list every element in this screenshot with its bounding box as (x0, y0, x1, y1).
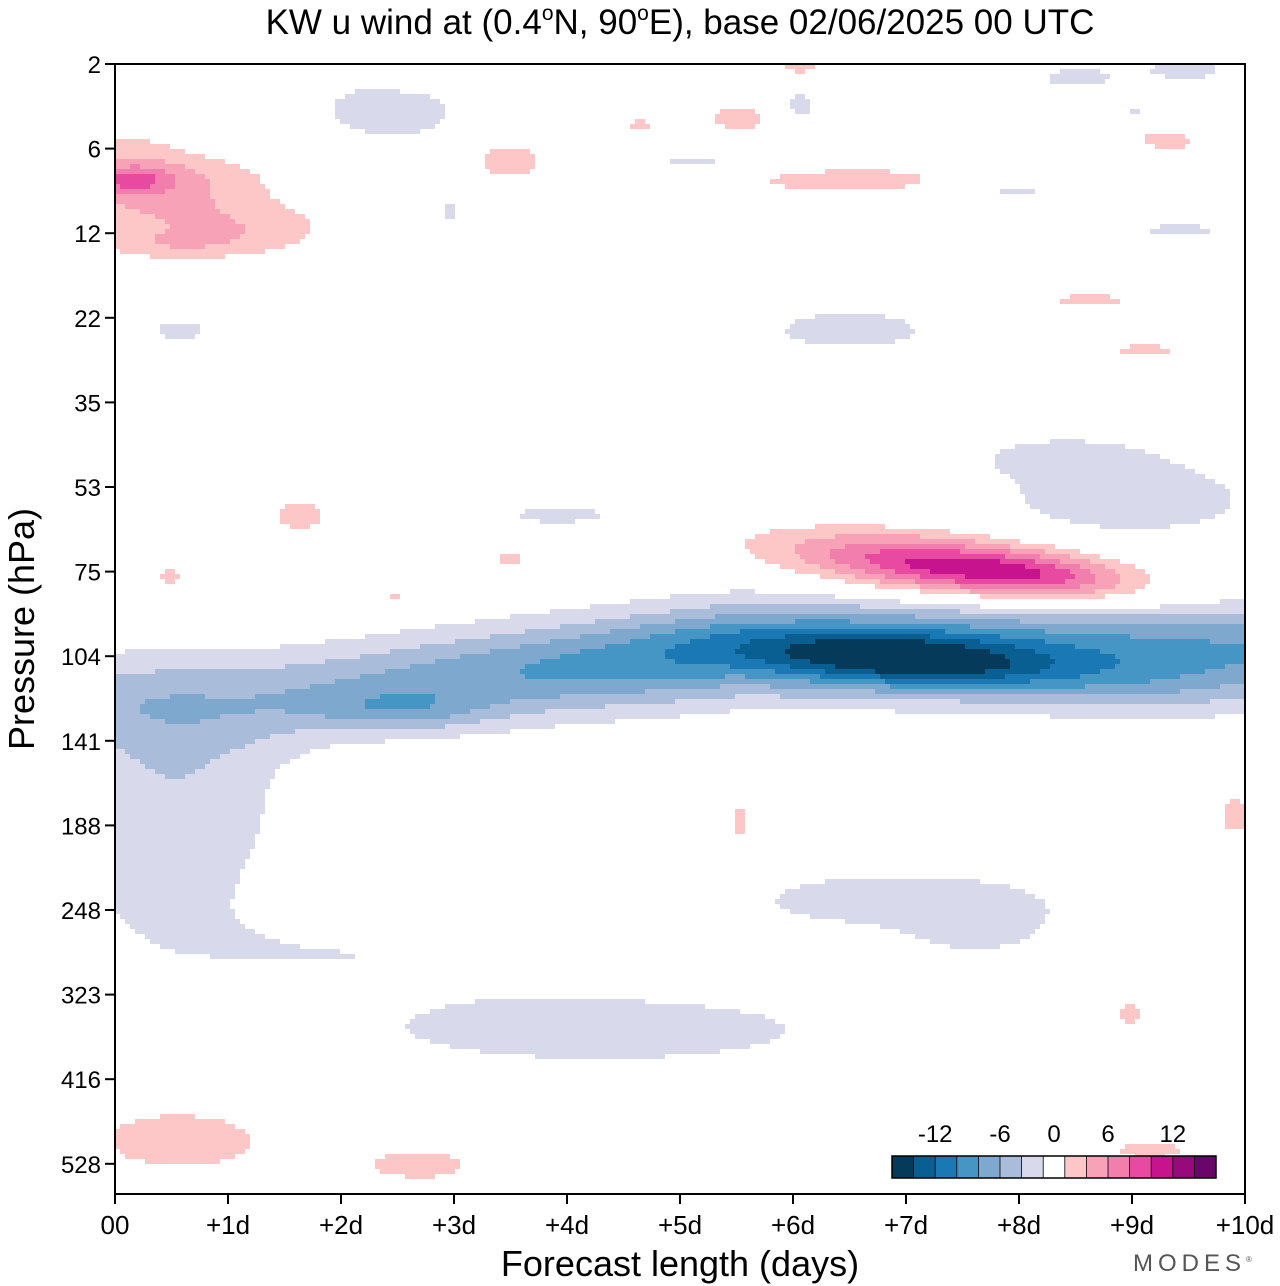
y-tick-label: 35 (74, 390, 101, 417)
x-axis-label: Forecast length (days) (501, 1243, 859, 1284)
colorbar-tick-label: 0 (1047, 1121, 1060, 1148)
contour-band-13 (905, 559, 1040, 579)
y-axis-label: Pressure (hPa) (1, 508, 42, 750)
colorbar-swatch (1000, 1156, 1023, 1178)
colorbar-tick-label: -6 (989, 1121, 1010, 1148)
y-tick-label: 22 (74, 306, 101, 333)
x-tick-label: +1d (206, 1210, 250, 1240)
colorbar-tick-label: 6 (1101, 1121, 1114, 1148)
contour-band-9 (115, 64, 1245, 1179)
y-tick-label: 53 (74, 475, 101, 502)
colorbar-swatch (1172, 1156, 1195, 1178)
x-tick-label: +9d (1110, 1210, 1154, 1240)
contour-band-4 (365, 619, 1245, 709)
y-tick-label: 248 (61, 898, 101, 925)
brand-mark: ® (1246, 1255, 1252, 1264)
contour-band-3 (665, 629, 1120, 684)
contour-band-1 (785, 639, 1010, 674)
x-tick-label: +3d (432, 1210, 476, 1240)
colorbar-swatch (935, 1156, 958, 1178)
colorbar-tick-label: -12 (918, 1121, 953, 1148)
x-tick-label: +8d (997, 1210, 1041, 1240)
colorbar-swatch (1108, 1156, 1131, 1178)
y-tick-label: 141 (61, 729, 101, 756)
colorbar-frame (891, 1155, 1217, 1179)
colorbar-swatch (1194, 1156, 1217, 1178)
y-tick-label: 12 (74, 221, 101, 248)
x-tick-label: 00 (101, 1210, 130, 1240)
colorbar: -12 -6 0 6 12 (891, 1121, 1217, 1179)
contour-band-10 (115, 159, 1120, 594)
x-tick-label: +4d (545, 1210, 589, 1240)
colorbar-swatch (956, 1156, 979, 1178)
chart-title: KW u wind at (0.4oN, 90oE), base 02/06/2… (266, 2, 1095, 42)
contour-band-5 (140, 614, 1245, 724)
contour-band-2 (735, 634, 1055, 679)
x-tick-label: +10d (1216, 1210, 1275, 1240)
x-tick-label: +2d (319, 1210, 363, 1240)
contour-field (115, 64, 1245, 1194)
colorbar-swatch (913, 1156, 936, 1178)
y-tick-label: 416 (61, 1067, 101, 1094)
contour-band-6 (115, 604, 1245, 779)
modes-logo: MODES® (1133, 1250, 1252, 1278)
x-tick-label: +6d (771, 1210, 815, 1240)
y-tick-label: 104 (61, 644, 101, 671)
y-tick-label: 6 (88, 137, 101, 164)
brand-name: MODES (1133, 1250, 1247, 1277)
y-tick-label: 2 (88, 52, 101, 79)
y-axis: 2 6 12 22 35 53 75 104 141 188 248 323 416 528 (61, 52, 115, 1179)
colorbar-swatch (978, 1156, 1001, 1178)
colorbar-swatch (1043, 1156, 1066, 1178)
x-axis: 00 +1d +2d +3d +4d +5d +6d +7d +8d +9d +10d (101, 1194, 1275, 1240)
colorbar-swatch (1064, 1156, 1087, 1178)
colorbar-swatch (1129, 1156, 1152, 1178)
colorbar-swatch (1151, 1156, 1174, 1178)
colorbar-tick-label: 12 (1159, 1121, 1186, 1148)
colorbar-swatch (1021, 1156, 1044, 1178)
colorbar-swatch (892, 1156, 915, 1178)
y-tick-label: 528 (61, 1152, 101, 1179)
colorbar-swatch (1086, 1156, 1109, 1178)
x-tick-label: +7d (884, 1210, 928, 1240)
x-tick-label: +5d (658, 1210, 702, 1240)
y-tick-label: 75 (74, 560, 101, 587)
y-tick-label: 188 (61, 813, 101, 840)
y-tick-label: 323 (61, 983, 101, 1010)
